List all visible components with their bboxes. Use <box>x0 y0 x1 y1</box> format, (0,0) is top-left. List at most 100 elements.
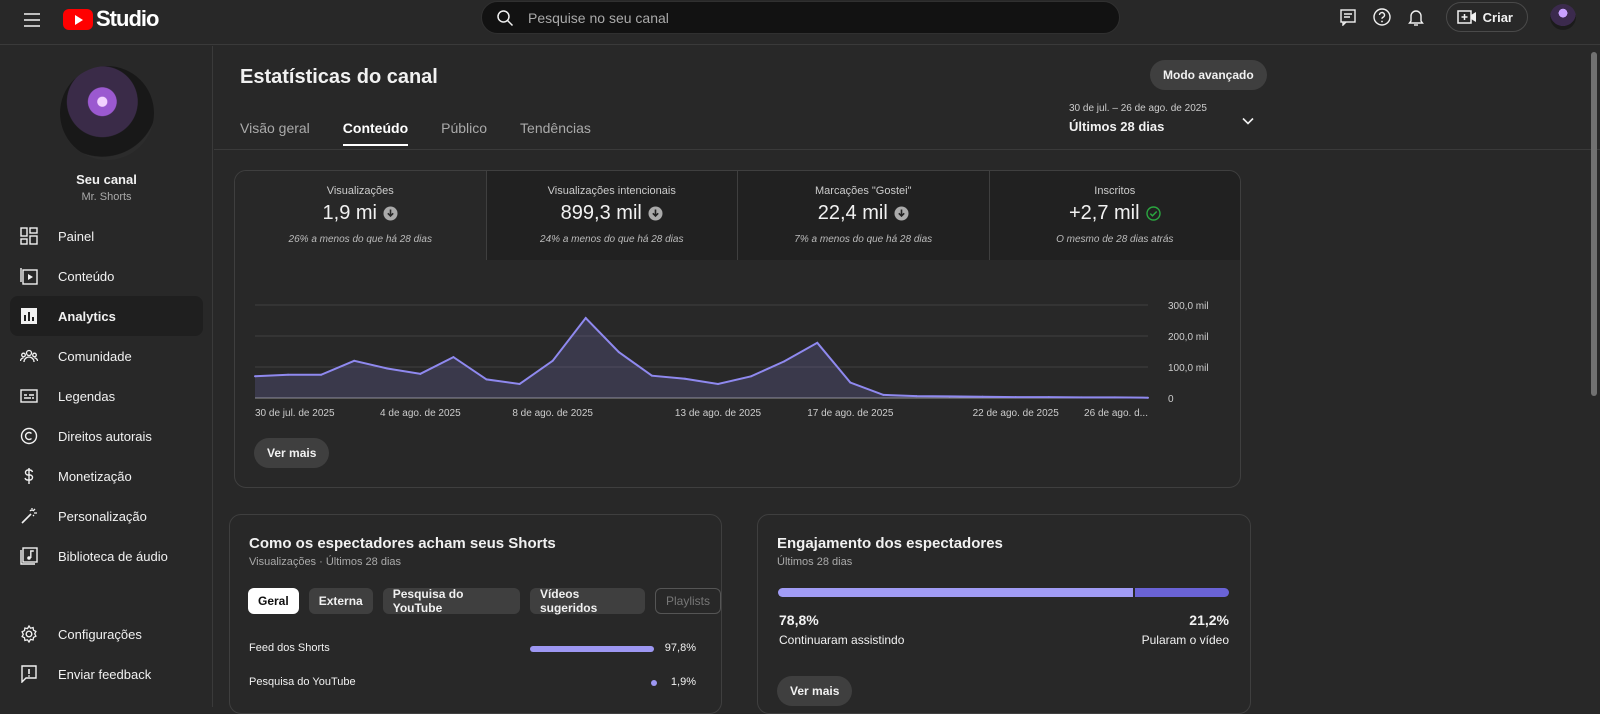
metric-views[interactable]: Visualizações 1,9 mi 26% a menos do que … <box>235 171 487 260</box>
swiped-segment <box>1135 588 1229 597</box>
chevron-down-icon[interactable] <box>1241 114 1255 133</box>
series-area <box>255 318 1148 398</box>
metric-subscribers[interactable]: Inscritos +2,7 mil O mesmo de 28 dias at… <box>989 171 1240 260</box>
studio-logo[interactable]: Studio <box>63 6 159 32</box>
advanced-mode-button[interactable]: Modo avançado <box>1150 60 1267 90</box>
data-point <box>584 317 587 320</box>
viewer-engagement-card: Engajamento dos espectadores Últimos 28 … <box>757 514 1251 714</box>
feedback-icon <box>21 665 37 683</box>
sidebar-item-label: Enviar feedback <box>58 666 152 682</box>
sidebar-item-label: Comunidade <box>58 348 132 364</box>
card-title: Como os espectadores acham seus Shorts <box>249 535 556 552</box>
date-range-picker[interactable]: 30 de jul. – 26 de ago. de 2025 Últimos … <box>1069 103 1207 134</box>
engagement-bar <box>778 588 1229 597</box>
customization-icon <box>21 508 37 524</box>
tab-publico[interactable]: Público <box>441 120 488 136</box>
data-point <box>1047 396 1050 399</box>
source-filter-chips: Geral Externa Pesquisa do YouTube Vídeos… <box>248 587 721 615</box>
help-icon[interactable] <box>1372 7 1392 27</box>
data-point <box>452 356 455 359</box>
see-more-button[interactable]: Ver mais <box>777 676 853 706</box>
card-subtitle: Visualizações · Últimos 28 dias <box>249 556 402 568</box>
metric-note: O mesmo de 28 dias atrás <box>1056 234 1174 245</box>
data-point <box>849 381 852 384</box>
tab-visao-geral[interactable]: Visão geral <box>240 120 310 136</box>
sidebar-item-direitos-autorais[interactable]: Direitos autorais <box>10 416 203 456</box>
sidebar-item-comunidade[interactable]: Comunidade <box>10 336 203 376</box>
sidebar-item-configuracoes[interactable]: Configurações <box>10 614 203 654</box>
analytics-tabs: Visão geral Conteúdo Público Tendências <box>240 120 591 146</box>
data-point <box>915 395 918 398</box>
stayed-segment <box>778 588 1134 597</box>
metric-note: 26% a menos do que há 28 dias <box>288 234 432 245</box>
views-line-chart[interactable]: 300,0 mil 200,0 mil 100,0 mil 0 30 de jul. d… <box>235 260 1241 430</box>
data-point <box>1147 396 1149 399</box>
chip-videos-sugeridos[interactable]: Vídeos sugeridos <box>529 587 645 615</box>
tab-tendencias[interactable]: Tendências <box>520 120 591 136</box>
source-percent: 97,8% <box>664 642 696 654</box>
data-point <box>287 373 290 376</box>
scroll-thumb[interactable] <box>1591 52 1597 396</box>
sidebar-item-enviar-feedback[interactable]: Enviar feedback <box>10 654 203 694</box>
sidebar-item-painel[interactable]: Painel <box>10 216 203 256</box>
channel-avatar[interactable] <box>60 66 154 160</box>
tab-conteudo[interactable]: Conteúdo <box>342 120 409 146</box>
channel-title: Seu canal <box>76 172 137 187</box>
data-point <box>386 367 389 370</box>
monetization-icon <box>24 468 34 484</box>
data-point <box>353 359 356 362</box>
sidebar-item-label: Biblioteca de áudio <box>58 548 168 564</box>
data-point <box>254 375 256 378</box>
metric-likes[interactable]: Marcações "Gostei" 22,4 mil 7% a menos d… <box>738 171 990 260</box>
list-item: Pesquisa do YouTube 1,9% <box>249 676 696 690</box>
sidebar-item-analytics[interactable]: Analytics <box>10 296 203 336</box>
metric-intentional-views[interactable]: Visualizações intencionais 899,3 mil 24%… <box>486 171 738 260</box>
community-icon <box>20 349 38 363</box>
feedback-report-icon[interactable] <box>1338 7 1358 27</box>
youtube-play-icon <box>63 8 93 30</box>
data-point <box>1014 396 1017 399</box>
chip-geral[interactable]: Geral <box>248 588 299 614</box>
source-bar <box>530 646 655 652</box>
x-tick-label: 8 de ago. de 2025 <box>512 408 593 419</box>
sidebar-item-label: Painel <box>58 228 95 244</box>
sidebar-item-label: Monetização <box>58 468 132 484</box>
metric-value: +2,7 mil <box>1068 202 1140 224</box>
swiped-percent: 21,2% <box>1189 612 1229 628</box>
sidebar-item-label: Conteúdo <box>58 268 115 284</box>
see-more-button[interactable]: Ver mais <box>254 438 330 468</box>
notifications-bell-icon[interactable] <box>1406 7 1426 27</box>
account-avatar[interactable] <box>1550 4 1576 30</box>
stayed-label: Continuaram assistindo <box>779 633 905 647</box>
sidebar-item-monetizacao[interactable]: Monetização <box>10 456 203 496</box>
data-point <box>650 374 653 377</box>
x-tick-label: 26 de ago. d... <box>1084 408 1148 419</box>
search-input[interactable]: Pesquise no seu canal <box>528 9 669 26</box>
top-actions: Criar <box>1338 2 1576 32</box>
chip-pesquisa-youtube[interactable]: Pesquisa do YouTube <box>382 587 520 615</box>
sidebar-item-label: Analytics <box>58 308 116 324</box>
scrollbar[interactable] <box>1588 46 1600 707</box>
metric-label: Visualizações intencionais <box>547 185 676 197</box>
create-label: Criar <box>1482 9 1513 25</box>
data-point <box>717 383 720 386</box>
data-point <box>882 393 885 396</box>
menu-icon[interactable] <box>22 10 42 30</box>
sidebar-item-legendas[interactable]: Legendas <box>10 376 203 416</box>
card-subtitle: Últimos 28 dias <box>777 556 853 568</box>
chip-externa[interactable]: Externa <box>308 588 373 614</box>
page-title: Estatísticas do canal <box>240 66 438 88</box>
create-button[interactable]: Criar <box>1445 2 1528 32</box>
sidebar-item-biblioteca-audio[interactable]: Biblioteca de áudio <box>10 536 203 576</box>
metrics-row: Visualizações 1,9 mi 26% a menos do que … <box>235 171 1240 260</box>
sidebar-item-personalizacao[interactable]: Personalização <box>10 496 203 536</box>
sidebar-item-conteudo[interactable]: Conteúdo <box>10 256 203 296</box>
x-tick-label: 13 de ago. de 2025 <box>675 408 762 419</box>
x-tick-label: 4 de ago. de 2025 <box>380 408 461 419</box>
search-bar[interactable]: Pesquise no seu canal <box>481 1 1120 34</box>
metric-label: Marcações "Gostei" <box>815 185 912 197</box>
top-bar: Studio Pesquise no seu canal Criar <box>0 0 1600 45</box>
sidebar-item-label: Direitos autorais <box>58 428 152 444</box>
data-point <box>419 372 422 375</box>
audio-library-icon <box>20 547 38 565</box>
